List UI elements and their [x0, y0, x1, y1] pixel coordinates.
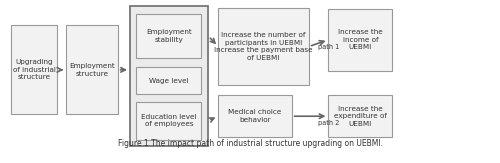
Bar	[136, 67, 202, 94]
Text: Upgrading
of industrial
structure: Upgrading of industrial structure	[12, 59, 56, 80]
Bar	[136, 102, 202, 140]
Text: path 2: path 2	[318, 119, 339, 126]
Bar	[218, 95, 292, 137]
Bar	[218, 8, 309, 85]
Text: Wage level: Wage level	[149, 78, 188, 84]
Text: Education level
of employees: Education level of employees	[141, 114, 197, 127]
Text: Medical choice
behavior: Medical choice behavior	[228, 110, 281, 123]
Text: Increase the
expenditure of
UEBMI: Increase the expenditure of UEBMI	[334, 106, 386, 127]
Text: Employment
structure: Employment structure	[69, 63, 115, 77]
Bar	[11, 25, 58, 114]
Text: path 1: path 1	[318, 44, 339, 50]
Bar	[136, 14, 202, 58]
Text: Figure 1 The impact path of industrial structure upgrading on UEBMI.: Figure 1 The impact path of industrial s…	[118, 140, 382, 148]
Bar	[130, 6, 208, 146]
Text: Increase the number of
participants in UEBMI
Increase the payment base
of UEBMI: Increase the number of participants in U…	[214, 32, 313, 61]
Text: Employment
stability: Employment stability	[146, 29, 192, 43]
Text: Increase the
income of
UEBMI: Increase the income of UEBMI	[338, 29, 382, 50]
Bar	[66, 25, 118, 114]
Bar	[328, 95, 392, 137]
Bar	[328, 9, 392, 71]
